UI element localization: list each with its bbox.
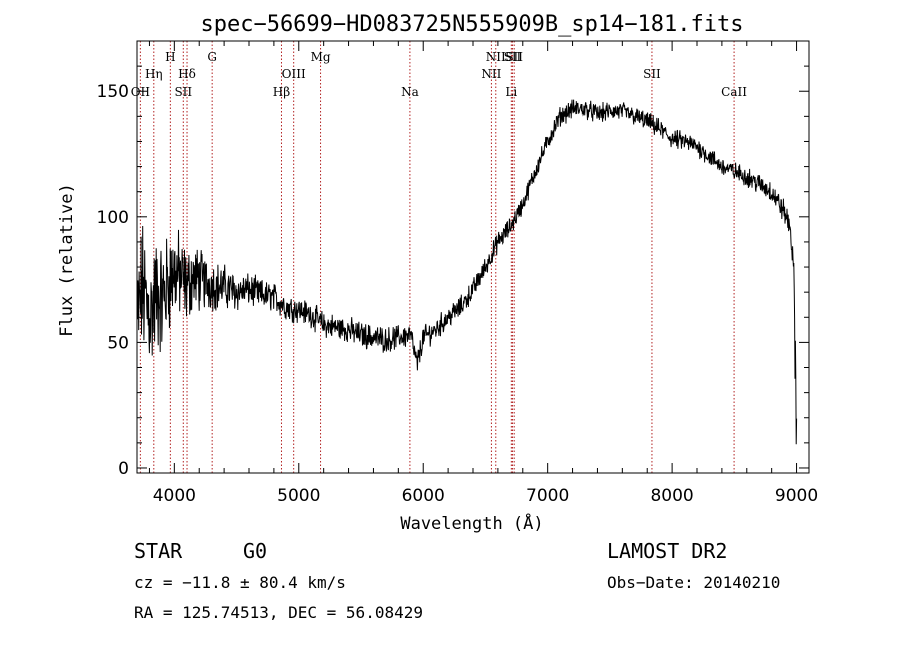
spectral-line-label: G	[207, 50, 217, 64]
survey-name: LAMOST DR2	[607, 539, 727, 563]
plot-frame	[136, 40, 810, 474]
y-tick-label: 0	[118, 459, 129, 479]
spectral-line-label: Mg	[311, 50, 331, 64]
spectral-line-label: Hβ	[273, 85, 290, 99]
spectral-line-label: NII	[486, 50, 506, 64]
y-axis: 0 50 100 150	[97, 65, 809, 479]
spectral-line-label: Hδ	[178, 67, 196, 81]
spectral-line-label: Na	[401, 85, 419, 99]
y-axis-label: Flux (relative)	[57, 183, 77, 337]
spectral-line-label: Li	[505, 85, 517, 99]
redshift-readout: cz = −11.8 ± 80.4 km/s	[134, 573, 346, 592]
spectral-line-label: OIII	[282, 67, 306, 81]
x-tick-label: 5000	[277, 486, 320, 506]
spectral-line-label: SII	[504, 50, 522, 64]
spectral-line-labels: OIIHηHSIIHδGHβOIIIMgNaNIINIILiSIISIISIIC…	[131, 50, 748, 99]
spectral-line-label: SII	[643, 67, 661, 81]
spectral-line-label: Hη	[145, 67, 163, 81]
x-axis-label: Wavelength (Å)	[400, 512, 543, 534]
x-tick-label: 7000	[526, 486, 569, 506]
spectral-line-label: OII	[131, 85, 151, 99]
x-tick-label: 8000	[650, 486, 693, 506]
spectral-subclass: G0	[243, 539, 267, 563]
object-class: STAR	[134, 539, 183, 563]
spectral-line-markers	[139, 41, 735, 473]
spectral-line-label: H	[165, 50, 175, 64]
spectrum-series-line	[137, 99, 798, 445]
spectral-line-label: SII	[174, 85, 192, 99]
x-tick-label: 4000	[153, 486, 196, 506]
x-tick-label: 6000	[402, 486, 445, 506]
spectral-line-label: CaII	[721, 85, 747, 99]
spectral-line-label: NII	[481, 67, 501, 81]
x-tick-label: 9000	[775, 486, 818, 506]
obs-date: Obs−Date: 20140210	[607, 573, 780, 592]
x-axis: 4000 5000 6000 7000 8000 9000	[148, 41, 818, 506]
y-tick-label: 50	[107, 333, 129, 353]
coordinates: RA = 125.74513, DEC = 56.08429	[134, 603, 423, 622]
y-tick-label: 150	[97, 82, 129, 102]
spectral-line-label: SII	[505, 50, 523, 64]
y-tick-label: 100	[97, 208, 129, 228]
chart-title: spec−56699−HD083725N555909B_sp14−181.fit…	[200, 12, 743, 37]
